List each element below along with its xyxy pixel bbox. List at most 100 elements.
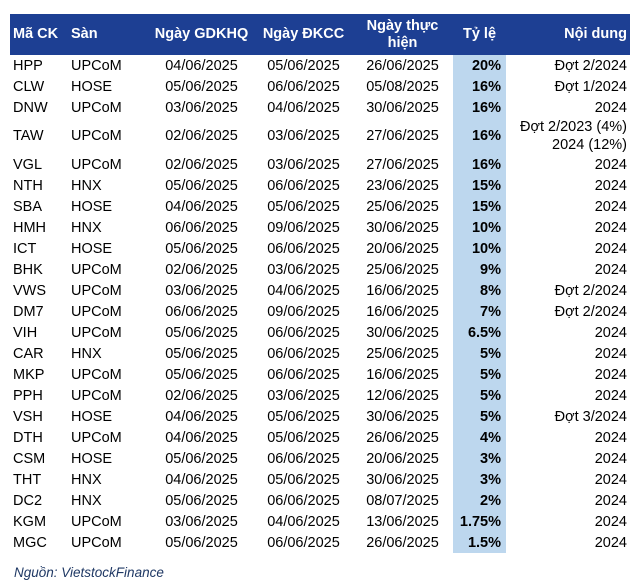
table-cell: 06/06/2025 xyxy=(267,450,340,467)
table-cell: 05/06/2025 xyxy=(267,57,340,74)
table-cell: HOSE xyxy=(71,450,113,467)
cell-line: Đợt 2/2023 (4%) xyxy=(519,119,627,135)
table-cell: 03/06/2025 xyxy=(267,156,340,173)
table-cell: 25/06/2025 xyxy=(366,198,439,215)
table-cell: ICT xyxy=(13,240,37,257)
table-cell: HPP xyxy=(13,57,43,74)
table-cell: 2024 xyxy=(594,450,627,467)
table-cell: 03/06/2025 xyxy=(267,128,340,144)
table-cell: SBA xyxy=(13,198,43,215)
table-row: DNW UPCoM 03/06/2025 04/06/2025 30/06/2025 16… xyxy=(10,97,630,118)
table-cell: VIH xyxy=(13,324,38,341)
table-row: VWS UPCoM 03/06/2025 04/06/2025 16/06/2025 8%… xyxy=(10,280,630,301)
table-row: ICT HOSE 05/06/2025 06/06/2025 20/06/2025 10%… xyxy=(10,238,630,259)
table-row: CSM HOSE 05/06/2025 06/06/2025 20/06/2025 3% 2… xyxy=(10,448,630,469)
table-cell: 20/06/2025 xyxy=(366,240,439,257)
table-cell: 26/06/2025 xyxy=(366,534,439,551)
header-cell: Sàn xyxy=(68,14,148,55)
table-cell: CLW xyxy=(13,78,45,95)
table-cell: 16% xyxy=(453,97,506,118)
table-cell: 04/06/2025 xyxy=(267,513,340,530)
table-row: CAR HNX 05/06/2025 06/06/2025 25/06/2025 5% 20… xyxy=(10,343,630,364)
table-cell: Đợt 3/2024 xyxy=(554,408,627,425)
table-cell: Đợt 2/2024 xyxy=(554,57,627,74)
table-cell: 2024 xyxy=(594,387,627,404)
table-row: KGM UPCoM 03/06/2025 04/06/2025 13/06/2025 1.… xyxy=(10,511,630,532)
table-row: SBA HOSE 04/06/2025 05/06/2025 25/06/2025 15%… xyxy=(10,196,630,217)
table-wrap: Mã CK Sàn Ngày GDKHQ Ngày ĐKCC Ngày thực hiệ… xyxy=(10,14,630,553)
table-cell: 03/06/2025 xyxy=(165,282,238,299)
table-cell: 27/06/2025 xyxy=(366,128,439,144)
table-cell: 2024 xyxy=(594,156,627,173)
table-cell: 06/06/2025 xyxy=(267,240,340,257)
table-row: VIH UPCoM 05/06/2025 06/06/2025 30/06/2025 6.… xyxy=(10,322,630,343)
table-cell: Đợt 1/2024 xyxy=(554,78,627,95)
table-cell: 04/06/2025 xyxy=(165,57,238,74)
table-cell: VGL xyxy=(13,156,43,173)
table-cell: 02/06/2025 xyxy=(165,128,238,144)
table-cell: 04/06/2025 xyxy=(165,408,238,425)
table-cell: HNX xyxy=(71,177,102,194)
table-cell: 26/06/2025 xyxy=(366,429,439,446)
header-cell: Nội dung xyxy=(506,14,630,55)
table-cell: DC2 xyxy=(13,492,43,509)
table-cell: 02/06/2025 xyxy=(165,261,238,278)
table-cell: 25/06/2025 xyxy=(366,261,439,278)
table-cell: UPCoM xyxy=(71,128,122,144)
table-cell: 30/06/2025 xyxy=(366,408,439,425)
table-cell: 2024 xyxy=(594,99,627,116)
table-cell: 25/06/2025 xyxy=(366,345,439,362)
table-row: DTH UPCoM 04/06/2025 05/06/2025 26/06/2025 4%… xyxy=(10,427,630,448)
table-cell: 2024 xyxy=(594,198,627,215)
table-row: DC2 HNX 05/06/2025 06/06/2025 08/07/2025 2% 20… xyxy=(10,490,630,511)
table-row: HMH HNX 06/06/2025 09/06/2025 30/06/2025 10% 2… xyxy=(10,217,630,238)
header-cell: Ngày ĐKCC xyxy=(255,14,352,55)
table-cell: 6.5% xyxy=(453,322,506,343)
table-cell: 2024 xyxy=(594,345,627,362)
table-cell: DNW xyxy=(13,99,48,116)
table-cell: 2% xyxy=(453,490,506,511)
table-cell: 03/06/2025 xyxy=(267,261,340,278)
table-cell: 5% xyxy=(453,406,506,427)
table-cell: 05/06/2025 xyxy=(165,177,238,194)
table-row: DM7 UPCoM 06/06/2025 09/06/2025 16/06/2025 7%… xyxy=(10,301,630,322)
table-cell: 05/08/2025 xyxy=(366,78,439,95)
table-cell: 05/06/2025 xyxy=(267,408,340,425)
table-cell: 30/06/2025 xyxy=(366,471,439,488)
table-cell: 20/06/2025 xyxy=(366,450,439,467)
table-cell: 30/06/2025 xyxy=(366,324,439,341)
table-cell: 2024 xyxy=(594,429,627,446)
table-cell: 06/06/2025 xyxy=(165,219,238,236)
table-cell: 5% xyxy=(453,364,506,385)
table-cell: 16/06/2025 xyxy=(366,366,439,383)
table-cell: UPCoM xyxy=(71,429,122,446)
table-cell: 04/06/2025 xyxy=(267,99,340,116)
table-cell: HOSE xyxy=(71,408,113,425)
table-cell: 08/07/2025 xyxy=(366,492,439,509)
table-cell: UPCoM xyxy=(71,303,122,320)
table-cell: MGC xyxy=(13,534,47,551)
table-cell: 16% xyxy=(453,154,506,175)
header-cell: Ngày thực hiện xyxy=(352,14,453,55)
table-cell: 05/06/2025 xyxy=(165,366,238,383)
table-cell: 1.5% xyxy=(453,532,506,553)
table-row: VGL UPCoM 02/06/2025 03/06/2025 27/06/2025 16… xyxy=(10,154,630,175)
table-cell: 04/06/2025 xyxy=(165,471,238,488)
table-cell: UPCoM xyxy=(71,156,122,173)
header-cell: Ngày GDKHQ xyxy=(148,14,255,55)
table-cell: 3% xyxy=(453,469,506,490)
table-cell: 12/06/2025 xyxy=(366,387,439,404)
table-cell: UPCoM xyxy=(71,99,122,116)
table-cell: Đợt 2/2024 xyxy=(554,282,627,299)
table-cell: 16% xyxy=(453,118,506,154)
table-cell: 15% xyxy=(453,175,506,196)
table-cell: HMH xyxy=(13,219,47,236)
table-cell: 04/06/2025 xyxy=(165,429,238,446)
table-cell: 13/06/2025 xyxy=(366,513,439,530)
table-row: CLW HOSE 05/06/2025 06/06/2025 05/08/2025 16%… xyxy=(10,76,630,97)
table-cell: 16/06/2025 xyxy=(366,303,439,320)
table-cell: HNX xyxy=(71,219,102,236)
table-cell: 2024 xyxy=(594,534,627,551)
table-cell: 16/06/2025 xyxy=(366,282,439,299)
